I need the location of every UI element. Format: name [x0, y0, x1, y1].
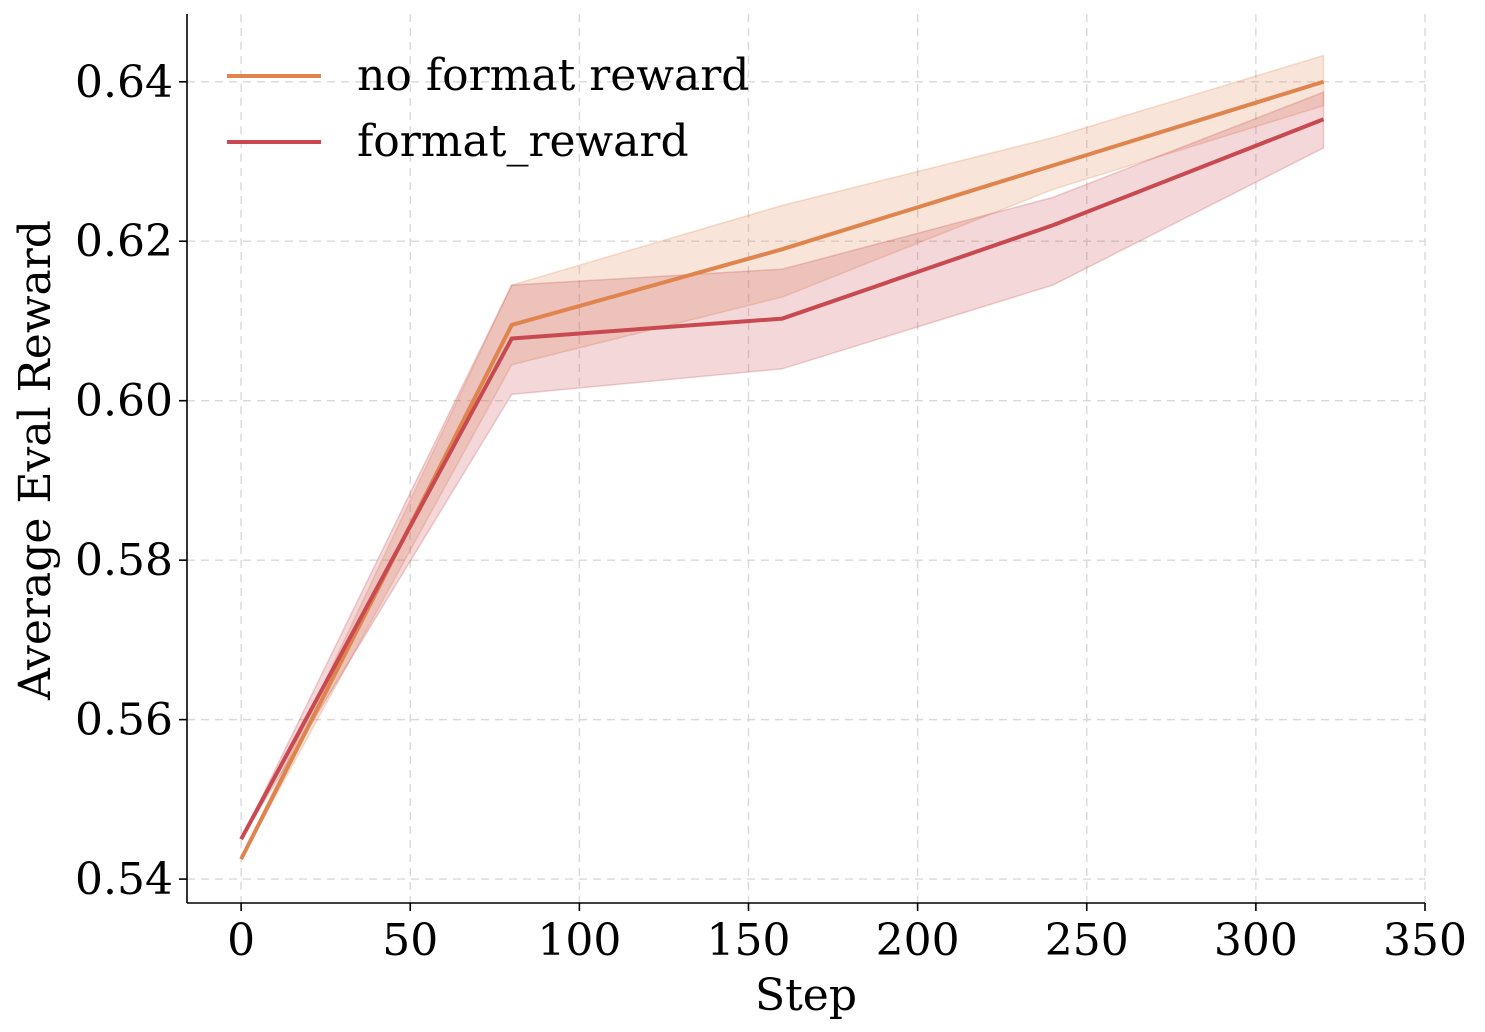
series-lines [239, 79, 1325, 861]
y-tick-label: 0.62 [75, 216, 173, 267]
y-axis-title: Average Eval Reward [10, 220, 61, 701]
x-tick-label: 350 [1383, 915, 1467, 966]
x-tick-label: 150 [707, 915, 791, 966]
x-tick-label: 250 [1045, 915, 1129, 966]
legend-label: format_reward [357, 116, 689, 167]
y-tick-label: 0.58 [75, 535, 173, 586]
legend: no format reward format_reward [227, 50, 749, 167]
confidence-bands [240, 54, 1325, 860]
x-tick-label: 100 [537, 915, 621, 966]
x-tick-label: 50 [382, 915, 438, 966]
y-tick-label: 0.56 [75, 695, 173, 746]
x-tick-label: 0 [227, 915, 255, 966]
x-tick-label: 300 [1214, 915, 1298, 966]
y-tick-label: 0.64 [75, 57, 173, 108]
confidence-band [240, 91, 1325, 840]
y-tick-label: 0.60 [75, 376, 173, 427]
y-tick-label: 0.54 [75, 854, 173, 905]
axes: 0 50 100 150 200 250 300 350 0.54 0.56 0.58 0.60 0.6… [75, 14, 1467, 966]
x-axis-title: Step [755, 970, 857, 1021]
legend-label: no format reward [357, 50, 749, 101]
x-tick-label: 200 [876, 915, 960, 966]
confidence-band [240, 54, 1325, 860]
